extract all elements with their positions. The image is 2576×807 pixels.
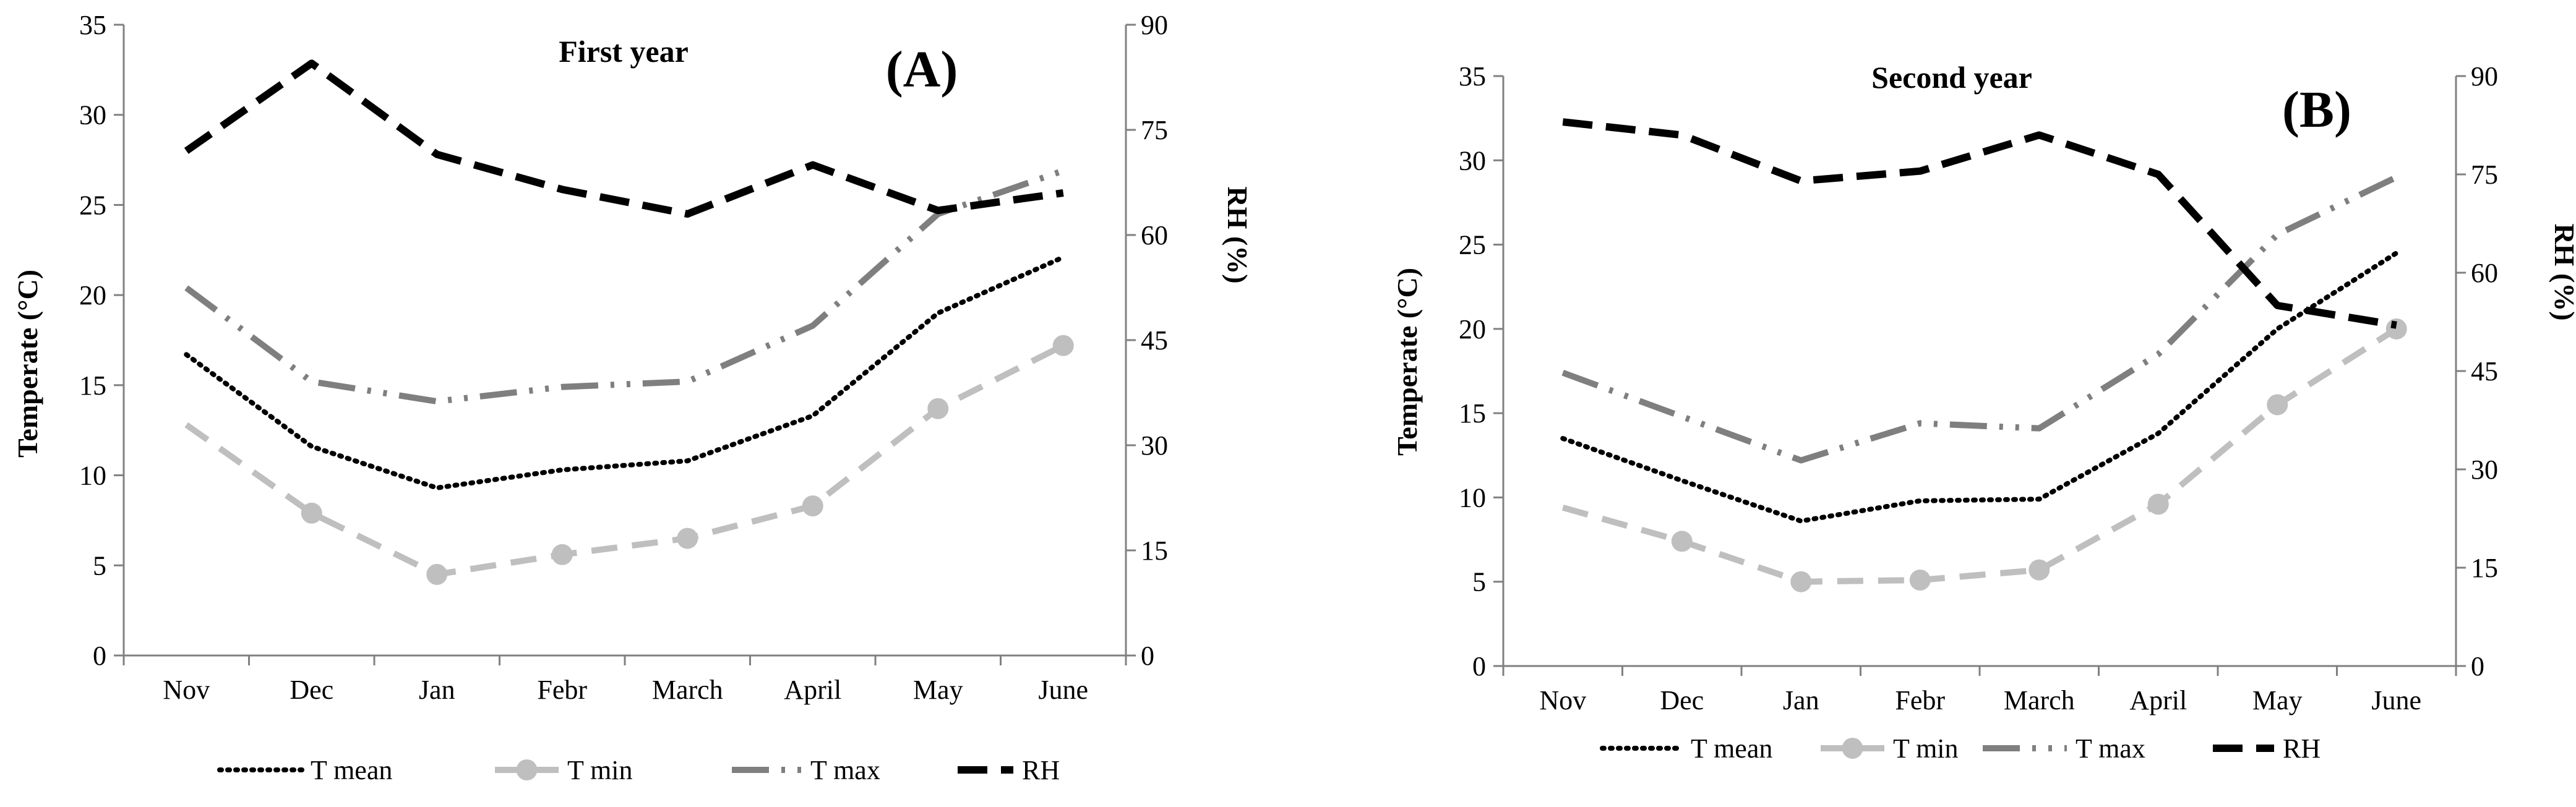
chart-a-x-tick-label: March (652, 675, 723, 705)
chart-a-legend-rh-label: RH (1022, 755, 1060, 785)
chart-a-x-tick-label: Nov (163, 675, 210, 705)
chart-a-x-tick-label: Febr (537, 675, 587, 705)
chart-b-legend-t-min-marker (1842, 738, 1863, 759)
chart-a-legend-t-min-marker (516, 759, 538, 780)
chart-b-y-tick-label: 15 (1459, 398, 1486, 429)
chart-b-series-t-max-line (1561, 174, 2398, 464)
chart-b-y-tick-label: 5 (1472, 567, 1486, 597)
chart-b-panel-label: (B) (2282, 81, 2351, 139)
chart-a-series-rh-line (184, 59, 1064, 218)
chart-a-legend-t-min-label: T min (567, 755, 633, 785)
chart-a-y-axis-title: Temperate (°C) (12, 270, 43, 458)
chart-b-series-rh-line (1562, 118, 2397, 329)
chart-b-y2-tick-label: 30 (2471, 455, 2498, 485)
chart-b-y2-tick-label: 60 (2471, 258, 2498, 288)
chart-b-y2-tick-label: 75 (2471, 160, 2498, 190)
chart-b-y2-tick-label: 90 (2471, 61, 2498, 92)
chart-panel-a: First year (A) Temperate (°C) RH (%) 0 5 1… (12, 10, 1253, 785)
chart-b-x-tick-label: May (2252, 685, 2303, 715)
chart-a-y-tick-label: 35 (79, 10, 106, 40)
chart-b-y2-tick-label: 0 (2471, 651, 2484, 681)
chart-b-y-tick-label: 25 (1459, 230, 1486, 260)
chart-a-series-t-min-point (551, 544, 573, 565)
chart-a-y-tick-label: 15 (79, 370, 106, 401)
chart-b-series-t-min-point (2029, 559, 2050, 581)
chart-a-series-t-min-point (927, 398, 949, 419)
chart-a-x-tick-label: April (784, 675, 841, 705)
chart-b-y-tick-label: 10 (1459, 482, 1486, 513)
chart-a-y2-tick-label: 60 (1141, 220, 1168, 250)
chart-a-y-tick-label: 0 (93, 641, 106, 671)
chart-a-series-t-min-point (677, 527, 698, 549)
chart-a-y-tick-label: 5 (93, 550, 106, 581)
chart-b-title: Second year (1871, 60, 2032, 95)
chart-a-series-t-min-point (1052, 335, 1074, 356)
chart-b-series-t-min-point (2267, 394, 2288, 416)
chart-b-x-tick-label: April (2129, 685, 2187, 715)
chart-a-legend-t-mean-label: T mean (311, 755, 392, 785)
chart-b-y2-axis-title: RH (%) (2549, 223, 2576, 320)
chart-b-series-t-mean-line (1560, 250, 2399, 524)
chart-a-y-tick-label: 25 (79, 190, 106, 220)
chart-b-series-t-min-line (1561, 326, 2398, 585)
chart-a-y2-tick-label: 15 (1141, 536, 1168, 566)
chart-b-y-tick-label: 20 (1459, 314, 1486, 344)
chart-a-panel-label: (A) (886, 41, 958, 98)
chart-a-y2-tick-label: 75 (1141, 115, 1168, 145)
chart-a-x-tick-label: Dec (290, 675, 333, 705)
chart-panel-b: Second year (B) Temperate (°C) RH (%) 0 5… (1391, 60, 2576, 764)
chart-b-x-tick-label: Febr (1895, 685, 1945, 715)
chart-b-series-t-min-point (2385, 318, 2407, 339)
chart-a-series-t-max-line (184, 168, 1065, 405)
chart-b-series-t-min-point (1909, 569, 1931, 591)
chart-a-series-t-min-line (184, 343, 1065, 578)
chart-a-legend-t-max-label: T max (810, 755, 880, 785)
chart-a-y2-tick-label: 45 (1141, 325, 1168, 356)
chart-b-y-tick-label: 0 (1472, 651, 1486, 681)
chart-b-legend-t-mean-label: T mean (1691, 733, 1772, 764)
chart-a-y-tick-label: 20 (79, 280, 106, 310)
chart-a-y-tick-label: 10 (79, 461, 106, 491)
chart-b-series-t-min-point (1790, 571, 1812, 592)
chart-b-legend-t-min-label: T min (1893, 733, 1959, 764)
chart-b-x-tick-label: Jan (1783, 685, 1819, 715)
chart-a-y2-axis-title: RH (%) (1222, 186, 1253, 283)
chart-b-legend-rh-label: RH (2283, 733, 2321, 764)
chart-a-series-t-mean-line (184, 254, 1066, 490)
chart-a-y2-tick-label: 90 (1141, 10, 1168, 40)
chart-b-y-tick-label: 30 (1459, 145, 1486, 176)
chart-b-x-tick-label: March (2004, 685, 2075, 715)
chart-b-legend-t-max-label: T max (2076, 733, 2145, 764)
chart-b-y2-tick-label: 45 (2471, 356, 2498, 386)
chart-a-series-t-min-point (426, 563, 448, 585)
chart-b-x-tick-label: Dec (1660, 685, 1704, 715)
chart-a-x-tick-label: Jan (419, 675, 455, 705)
chart-a-x-tick-label: May (913, 675, 963, 705)
chart-b-series-t-min-point (1671, 531, 1693, 552)
chart-b-x-tick-label: June (2371, 685, 2421, 715)
chart-b-y2-tick-label: 15 (2471, 553, 2498, 583)
chart-b-series-t-min-point (2147, 493, 2169, 515)
chart-a-x-tick-label: June (1038, 675, 1088, 705)
chart-a-y-tick-label: 30 (79, 100, 106, 130)
chart-b-y-axis-title: Temperate (°C) (1391, 268, 1423, 456)
chart-a-title: First year (559, 34, 689, 69)
chart-a-series-t-min-point (301, 502, 322, 524)
chart-a-series-t-min-point (802, 495, 823, 517)
chart-a-y2-tick-label: 30 (1141, 430, 1168, 461)
chart-a-y2-tick-label: 0 (1141, 641, 1154, 671)
chart-b-x-tick-label: Nov (1539, 685, 1586, 715)
chart-b-y-tick-label: 35 (1459, 61, 1486, 92)
